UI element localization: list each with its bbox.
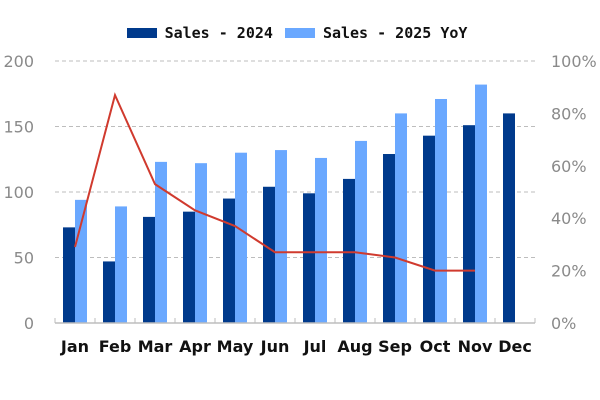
bar-2024-jan[interactable]: [63, 227, 75, 323]
bar-2024-sep[interactable]: [383, 154, 395, 323]
x-tick-label: Feb: [99, 337, 132, 356]
y-tick-label: 150: [3, 118, 34, 137]
y-axis-right: 0% 20% 40% 60% 80% 100%: [551, 52, 597, 333]
chart-legend: Sales - 2024 Sales - 2025 YoY: [0, 24, 600, 42]
y-axis-left: 0 50 100 150 200: [3, 52, 34, 333]
bar-2025-may[interactable]: [235, 152, 247, 323]
x-tick-label: Apr: [179, 337, 211, 356]
bar-series: [63, 84, 515, 324]
bar-2025-nov[interactable]: [475, 84, 487, 323]
x-axis: Jan Feb Mar Apr May Jun Jul Aug Sep Oct Nov Dec: [54, 318, 536, 356]
bar-2025-oct[interactable]: [435, 98, 447, 324]
y-tick-label: 50: [14, 249, 34, 268]
legend-label-2025-yoy: Sales - 2025 YoY: [322, 24, 468, 42]
bar-2024-apr[interactable]: [183, 211, 195, 323]
yoy-line-series: [74, 92, 475, 272]
bar-2025-jan[interactable]: [75, 199, 87, 323]
y2-tick-label: 60%: [551, 157, 587, 176]
bar-2025-feb[interactable]: [115, 206, 127, 323]
bar-2025-jul[interactable]: [315, 157, 327, 323]
x-tick-label: Jan: [60, 337, 89, 356]
bar-2025-aug[interactable]: [355, 140, 367, 323]
legend-item-sales-2025-yoy[interactable]: Sales - 2025 YoY: [284, 24, 468, 42]
x-tick-label: Jun: [260, 337, 290, 356]
y2-tick-label: 100%: [551, 52, 597, 71]
x-tick-label: Jul: [303, 337, 327, 356]
gridlines: [55, 60, 535, 258]
y2-tick-label: 20%: [551, 262, 587, 281]
x-tick-label: Aug: [337, 337, 372, 356]
bar-2024-dec[interactable]: [503, 113, 515, 324]
y2-tick-label: 80%: [551, 104, 587, 123]
bar-2024-jun[interactable]: [263, 186, 275, 323]
bar-2025-sep[interactable]: [395, 113, 407, 324]
y-tick-label: 200: [3, 52, 34, 71]
y-tick-label: 100: [3, 183, 34, 202]
x-tick-label: Mar: [138, 337, 173, 356]
legend-swatch-2024: [126, 28, 157, 38]
legend-swatch-2025: [284, 28, 315, 38]
bar-2024-aug[interactable]: [343, 178, 355, 323]
x-tick-label: Dec: [498, 337, 532, 356]
x-tick-label: Oct: [420, 337, 451, 356]
y2-tick-label: 0%: [551, 314, 576, 333]
bar-2024-may[interactable]: [223, 198, 235, 323]
bar-2025-mar[interactable]: [155, 161, 167, 323]
x-tick-label: Nov: [458, 337, 493, 356]
y-tick-label: 0: [24, 314, 34, 333]
legend-item-sales-2024[interactable]: Sales - 2024: [126, 24, 273, 42]
yoy-line[interactable]: [74, 92, 475, 272]
bar-2024-oct[interactable]: [423, 135, 435, 323]
bar-2024-feb[interactable]: [103, 261, 115, 323]
bar-2024-nov[interactable]: [463, 125, 475, 323]
y2-tick-label: 40%: [551, 209, 587, 228]
x-tick-label: May: [217, 337, 254, 356]
bar-2024-jul[interactable]: [303, 193, 315, 323]
x-tick-label: Sep: [378, 337, 412, 356]
bar-2025-apr[interactable]: [195, 163, 207, 323]
bar-2025-jun[interactable]: [275, 150, 287, 323]
legend-label-2024: Sales - 2024: [164, 24, 273, 42]
bar-2024-mar[interactable]: [143, 216, 155, 323]
